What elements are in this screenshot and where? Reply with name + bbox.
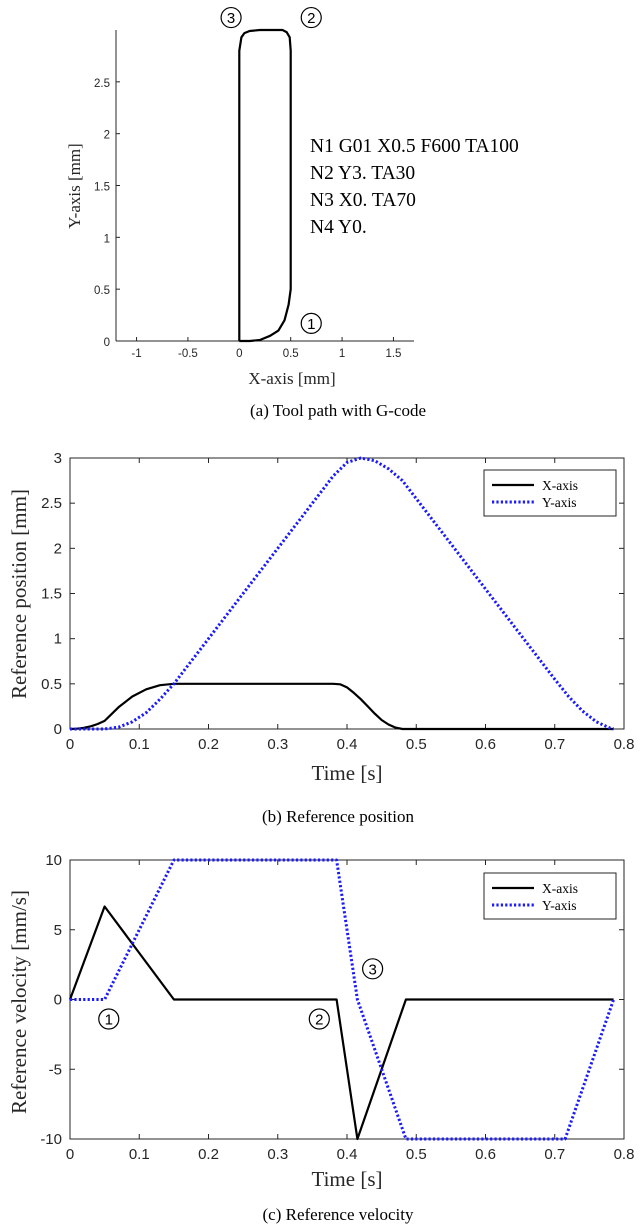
panel-c-y-tick-label: -5 — [49, 1061, 62, 1078]
panel-c-legend-box — [483, 872, 617, 920]
panel-c-y-tick-label: -10 — [40, 1131, 62, 1148]
panel-b-y-tick-label: 1 — [54, 631, 62, 648]
panel-b-y-tick-label: 3 — [54, 450, 62, 467]
panel-c-marker-label: 1 — [105, 1012, 113, 1029]
panel-b-x-tick-label: 0.8 — [614, 736, 635, 753]
panel-a-caption: (a) Tool path with G-code — [250, 401, 426, 420]
panel-c-reference-velocity: 0 0.1 0.2 0.3 0.4 0.5 0.6 0.7 0.8 -10 -5 0 5 10 1 2 3 X… — [7, 852, 634, 1224]
panel-c-marker-circle — [362, 958, 384, 980]
panel-b-y-tick-label: 1.5 — [41, 586, 62, 603]
panel-a-gcode-line: N3 X0. TA70 — [310, 190, 416, 211]
panel-a-marker-circle — [300, 6, 322, 29]
panel-a-marker-circle — [220, 6, 242, 29]
panel-c-y-axis-label: Reference velocity [mm/s] — [7, 890, 31, 1114]
panel-b-legend-box — [483, 469, 617, 517]
panel-b-y-tick-label: 2.5 — [41, 495, 62, 512]
panel-a-marker-label: 1 — [307, 316, 315, 333]
panel-c-x-tick-label: 0.3 — [267, 1146, 288, 1163]
panel-b-x-axis-label: Time [s] — [312, 761, 383, 785]
panel-a-x-tick-label: 0 — [236, 348, 242, 360]
panel-b-y-tick-label: 2 — [54, 540, 62, 557]
panel-c-x-tick-label: 0.7 — [544, 1146, 565, 1163]
panel-a-y-tick-label: 2 — [104, 130, 110, 142]
panel-c-marker-circle — [98, 1008, 120, 1030]
panel-b-x-tick-label: 0.7 — [544, 736, 565, 753]
panel-b-y-tick-label: 0 — [54, 721, 62, 738]
panel-a-y-axis-label: Y-axis [mm] — [65, 143, 84, 228]
panel-a-x-tick-label: -1 — [131, 348, 141, 360]
panel-a-y-tick-label: 0 — [104, 337, 110, 349]
panel-c-marker-label: 2 — [315, 1012, 323, 1029]
panel-b-legend-label: X-axis — [542, 478, 578, 493]
panel-a-gcode-line: N1 G01 X0.5 F600 TA100 — [310, 136, 519, 157]
panel-b-legend-label: Y-axis — [542, 495, 577, 510]
panel-a-y-tick-label: 1.5 — [94, 182, 110, 194]
panel-b-legend: X-axis Y-axis — [483, 469, 617, 517]
panel-b-x-tick-label: 0.4 — [337, 736, 358, 753]
panel-a-marker-label: 2 — [307, 10, 315, 27]
panel-c-legend-label: X-axis — [542, 881, 578, 896]
panel-c-x-tick-label: 0 — [66, 1146, 74, 1163]
panel-a-x-tick-label: 1 — [339, 348, 345, 360]
panel-a-y-tick-label: 0.5 — [94, 285, 110, 297]
panel-b-reference-position: 0 0.1 0.2 0.3 0.4 0.5 0.6 0.7 0.8 0 0.5 1 1.5 2 2.5 3 X… — [7, 450, 634, 826]
panel-c-x-tick-label: 0.2 — [198, 1146, 219, 1163]
panel-c-x-tick-label: 0.8 — [614, 1146, 635, 1163]
panel-a-x-tick-label: 0.5 — [283, 348, 299, 360]
panel-c-x-tick-label: 0.4 — [337, 1146, 358, 1163]
panel-c-marker-label: 3 — [368, 961, 376, 978]
panel-b-x-tick-label: 0.2 — [198, 736, 219, 753]
panel-b-x-tick-label: 0.6 — [475, 736, 496, 753]
panel-c-y-tick-label: 10 — [45, 852, 62, 869]
panel-c-y-tick-label: 0 — [54, 992, 62, 1009]
panel-a-marker-label: 3 — [227, 10, 235, 27]
panel-a-series-path-line — [238, 28, 292, 343]
panel-c-legend-label: Y-axis — [542, 898, 577, 913]
panel-c-series-x-axis-line — [68, 905, 614, 1141]
panel-a-x-axis-label: X-axis [mm] — [248, 369, 335, 388]
panel-c-x-tick-label: 0.6 — [475, 1146, 496, 1163]
panel-b-x-tick-label: 0.1 — [129, 736, 150, 753]
panel-a-x-tick-label: -0.5 — [178, 348, 198, 360]
panel-c-series-y-axis-line — [70, 858, 616, 1141]
panel-a-y-tick-label: 2.5 — [94, 78, 110, 90]
panel-b-caption: (b) Reference position — [262, 807, 414, 826]
panel-a-marker-circle — [300, 312, 322, 334]
panel-c-marker-circle — [308, 1008, 330, 1030]
panel-c-x-axis-label: Time [s] — [312, 1167, 383, 1191]
panel-c-x-tick-label: 0.5 — [406, 1146, 427, 1163]
panel-c-y-tick-label: 5 — [54, 922, 62, 939]
panel-a-y-tick-label: 1 — [104, 233, 110, 245]
panel-c-x-tick-label: 0.1 — [129, 1146, 150, 1163]
panel-c-legend: X-axis Y-axis — [483, 872, 617, 920]
panel-a-x-tick-label: 1.5 — [385, 348, 401, 360]
panel-c-caption: (c) Reference velocity — [262, 1205, 414, 1224]
panel-b-x-tick-label: 0 — [66, 736, 74, 753]
panel-b-y-tick-label: 0.5 — [41, 676, 62, 693]
panel-b-x-tick-label: 0.3 — [267, 736, 288, 753]
panel-a-gcode-line: N2 Y3. TA30 — [310, 163, 415, 184]
panel-a-gcode-line: N4 Y0. — [310, 217, 367, 238]
panel-b-y-axis-label: Reference position [mm] — [7, 489, 31, 699]
panel-a-tool-path: -1 -0.5 0 0.5 1 1.5 0 0.5 1 1.5 2 2.5 1 2 3 N1 G01 X0… — [65, 6, 519, 420]
panel-b-x-tick-label: 0.5 — [406, 736, 427, 753]
panel-b-series-x-axis-line — [69, 682, 614, 731]
